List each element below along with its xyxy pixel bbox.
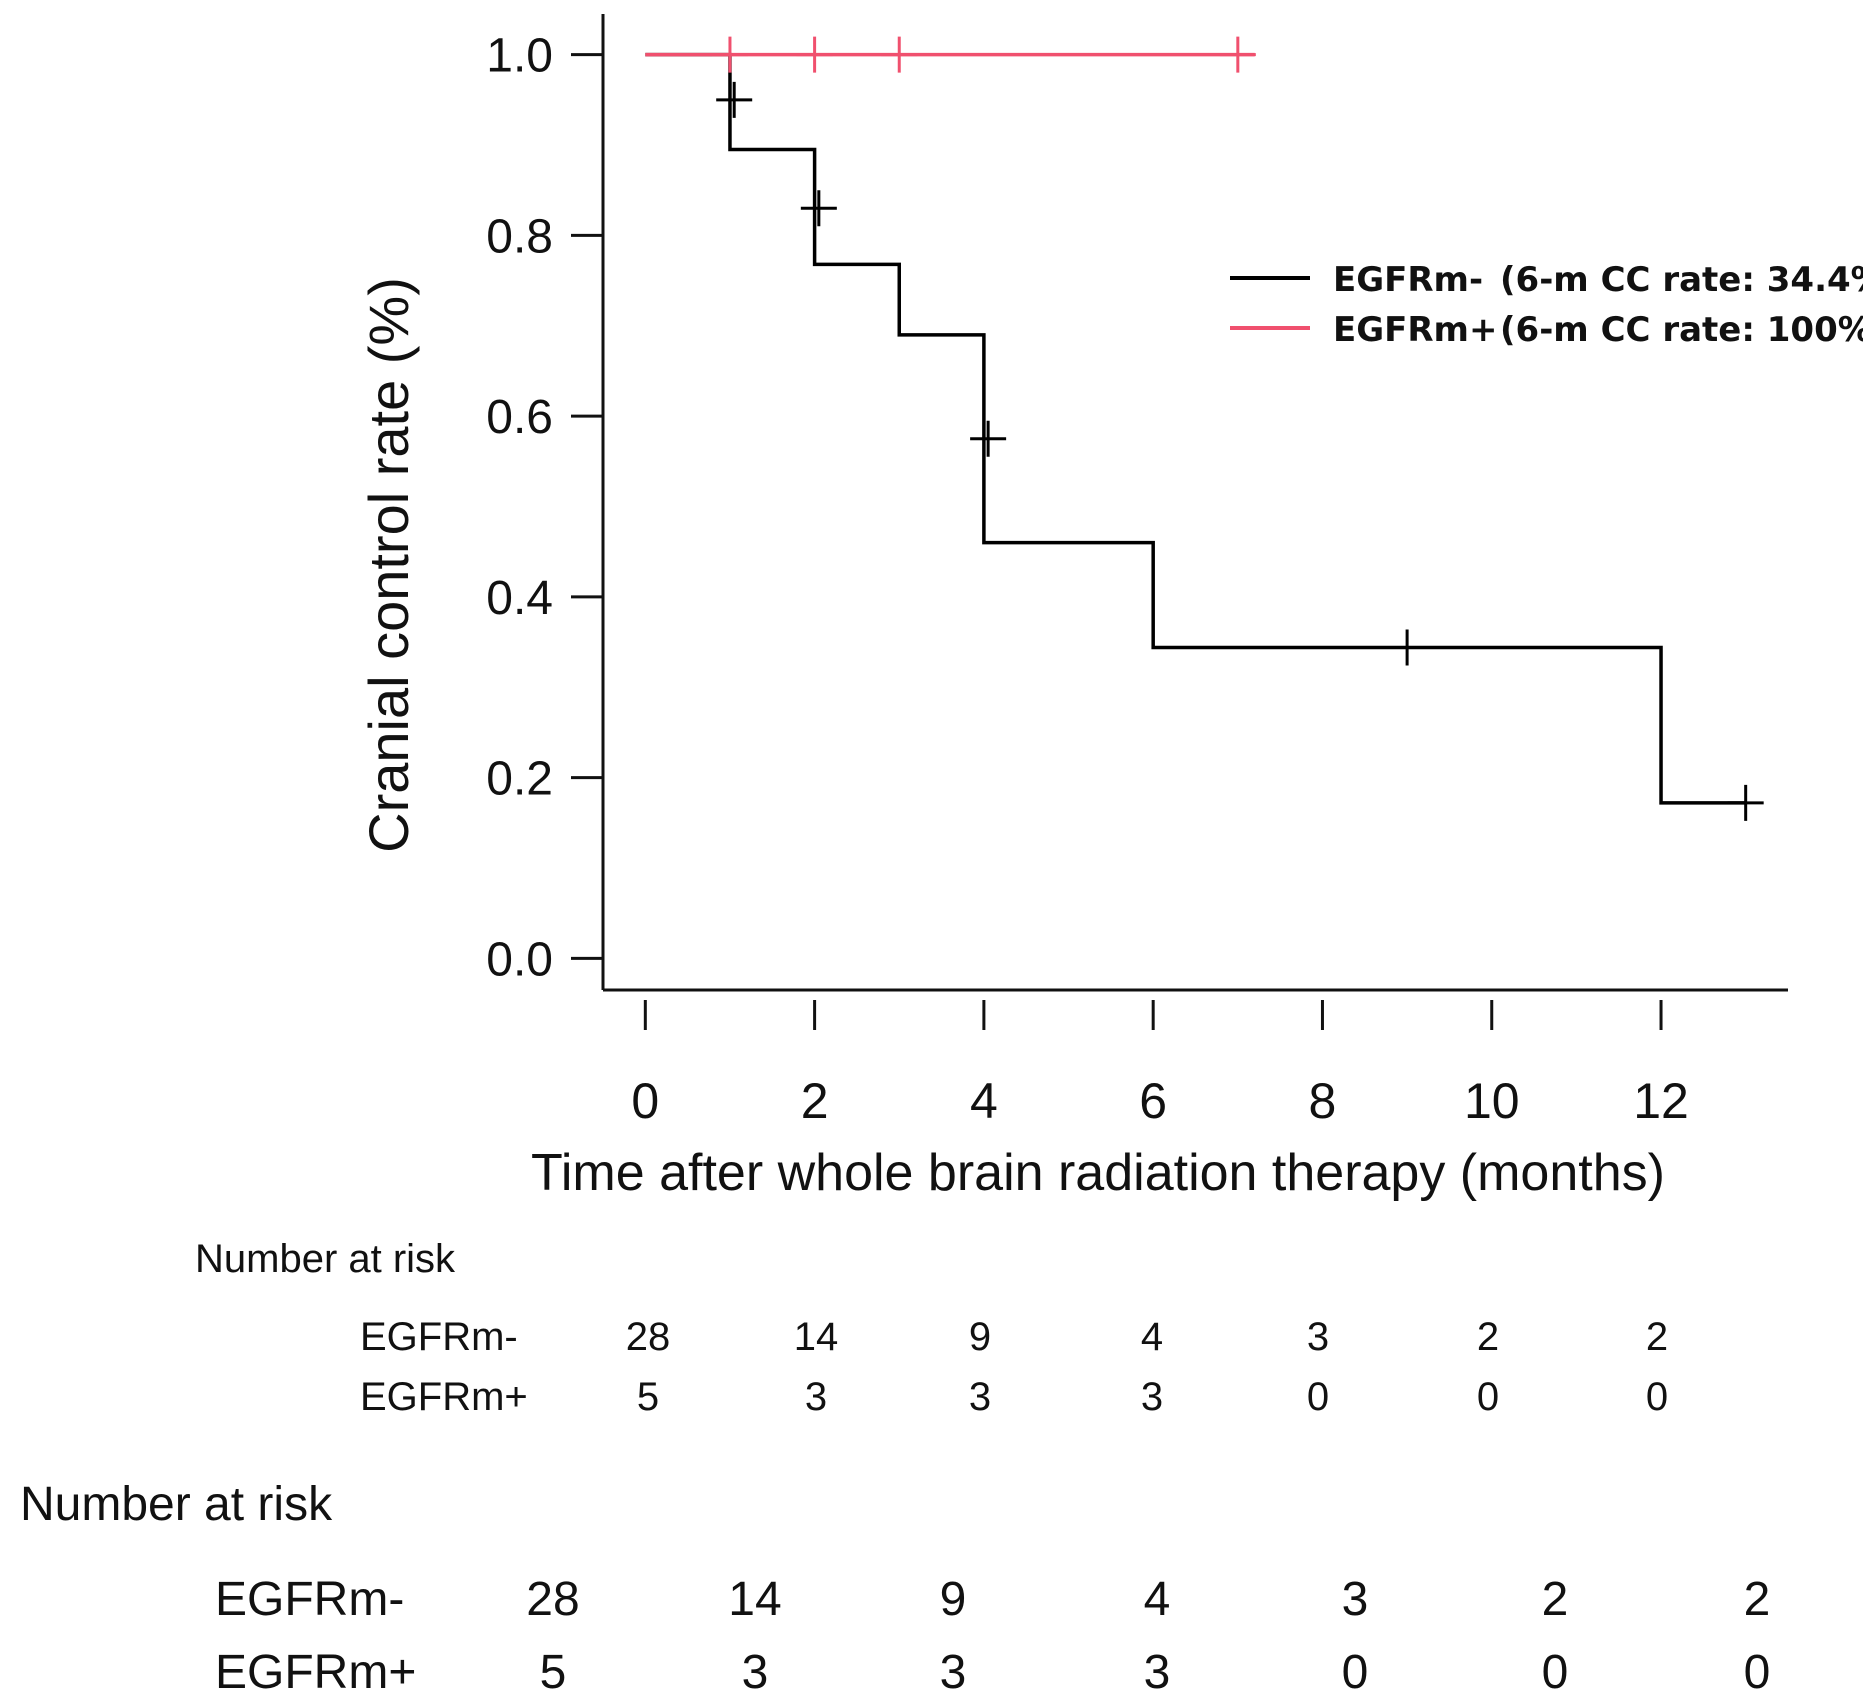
series-egfr-neg [645,52,1764,821]
risk-value-egfr-pos: 3 [1144,1646,1171,1699]
x-tick-label: 6 [1139,1073,1167,1129]
legend-note-egfr-pos: (6-m CC rate: 100%) [1500,310,1863,350]
risk-value-egfr-pos: 0 [1646,1375,1668,1419]
risk-value-egfr-neg: 28 [526,1573,579,1626]
x-tick-label: 2 [801,1073,829,1129]
censor-mark [800,190,837,227]
risk-value-egfr-neg: 4 [1144,1573,1171,1626]
risk-value-egfr-neg: 28 [626,1315,671,1359]
km-curve-egfr-neg [645,52,1746,805]
risk-value-egfr-neg: 3 [1307,1315,1329,1359]
risk-row-label-egfr-pos: EGFRm+ [215,1646,416,1699]
series-egfr-pos [645,36,1256,73]
risk-value-egfr-pos: 3 [742,1646,769,1699]
legend-label-egfr-neg: EGFRm- [1333,260,1483,300]
risk-value-egfr-neg: 2 [1542,1573,1569,1626]
risk-value-egfr-neg: 2 [1477,1315,1499,1359]
axes: 0.0 0.2 0.4 0.6 0.8 1.0 0 2 4 6 8 10 12 [486,14,1788,1129]
risk-row-label-egfr-neg: EGFRm- [215,1573,404,1626]
y-tick-label: 0.0 [486,933,553,986]
risk-value-egfr-pos: 0 [1477,1375,1499,1419]
censor-mark [1727,784,1764,821]
y-tick-label: 0.8 [486,210,553,263]
y-tick-label: 1.0 [486,30,553,83]
risk-table-small: Number at risk EGFRm- EGFRm+ 28 14 9 4 3 2 2 5 3… [195,1237,1668,1419]
risk-table-heading: Number at risk [195,1237,456,1281]
legend-note-egfr-neg: (6-m CC rate: 34.4%) [1500,260,1863,300]
risk-value-egfr-neg: 2 [1646,1315,1668,1359]
y-tick-label: 0.2 [486,753,553,806]
x-tick-label: 4 [970,1073,998,1129]
risk-value-egfr-neg: 3 [1342,1573,1369,1626]
x-tick-label: 8 [1309,1073,1337,1129]
risk-value-egfr-pos: 3 [969,1375,991,1419]
censor-mark [970,420,1007,457]
risk-value-egfr-pos: 0 [1342,1646,1369,1699]
risk-value-egfr-neg: 2 [1744,1573,1771,1626]
y-axis-label: Cranial control rate (%) [357,277,420,853]
x-tick-label: 10 [1464,1073,1520,1129]
risk-value-egfr-pos: 0 [1307,1375,1329,1419]
risk-value-egfr-neg: 9 [940,1573,967,1626]
risk-value-egfr-neg: 4 [1141,1315,1163,1359]
series-layer [645,36,1764,821]
x-tick-label: 0 [631,1073,659,1129]
risk-value-egfr-pos: 5 [637,1375,659,1419]
risk-value-egfr-neg: 9 [969,1315,991,1359]
x-tick-label: 12 [1633,1073,1689,1129]
legend: EGFRm- (6-m CC rate: 34.4%) EGFRm+ (6-m … [1230,260,1863,350]
risk-row-label-egfr-pos: EGFRm+ [360,1375,528,1419]
risk-value-egfr-pos: 0 [1542,1646,1569,1699]
risk-value-egfr-pos: 3 [805,1375,827,1419]
risk-table-large: Number at risk EGFRm- EGFRm+ 28 14 9 4 3 2 2 5 3… [20,1478,1770,1699]
x-axis-label: Time after whole brain radiation therapy… [531,1144,1665,1202]
x-ticks: 0 2 4 6 8 10 12 [631,1000,1689,1129]
risk-value-egfr-pos: 0 [1744,1646,1771,1699]
risk-row-label-egfr-neg: EGFRm- [360,1315,518,1359]
risk-value-egfr-pos: 5 [540,1646,567,1699]
legend-label-egfr-pos: EGFRm+ [1333,310,1497,350]
risk-value-egfr-pos: 3 [940,1646,967,1699]
censor-mark [716,81,753,118]
risk-value-egfr-neg: 14 [794,1315,839,1359]
censor-mark [711,36,748,73]
y-tick-label: 0.6 [486,391,553,444]
censor-mark [796,36,833,73]
risk-table-heading: Number at risk [20,1478,333,1531]
censor-mark [881,36,918,73]
risk-value-egfr-pos: 3 [1141,1375,1163,1419]
censor-mark [1389,629,1426,666]
censor-mark [1219,36,1256,73]
risk-value-egfr-neg: 14 [728,1573,781,1626]
y-ticks: 0.0 0.2 0.4 0.6 0.8 1.0 [486,30,603,986]
y-tick-label: 0.4 [486,572,553,625]
